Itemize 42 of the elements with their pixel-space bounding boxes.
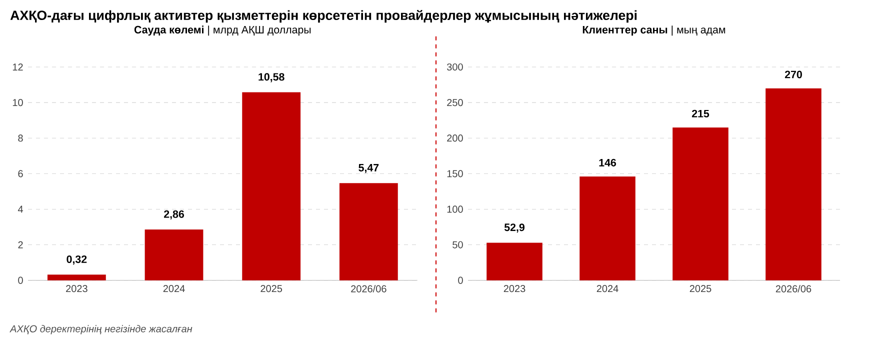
y-tick-label: 250 bbox=[447, 99, 463, 106]
x-tick-label: 2025 bbox=[260, 285, 282, 292]
y-tick-label: 12 bbox=[12, 64, 23, 70]
text: АХҚО деректерінің негізінде жасалған bbox=[10, 324, 192, 334]
x-tick-label: 2023 bbox=[504, 285, 526, 292]
bar bbox=[766, 88, 822, 280]
x-tick-label: 2024 bbox=[596, 285, 618, 292]
y-tick-label: 100 bbox=[447, 206, 463, 213]
bar bbox=[580, 176, 636, 280]
chart-subtitle: Клиенттер саны | мың адам bbox=[582, 26, 726, 36]
x-tick-label: 2024 bbox=[163, 285, 185, 292]
data-label: 146 bbox=[599, 158, 616, 166]
data-label: 10,58 bbox=[258, 73, 284, 82]
y-tick-label: 2 bbox=[18, 241, 23, 248]
bar bbox=[47, 274, 106, 280]
y-tick-label: 6 bbox=[18, 170, 23, 178]
x-tick-label: 2026/06 bbox=[776, 285, 812, 292]
bar bbox=[144, 229, 204, 280]
bar bbox=[339, 183, 398, 280]
bar bbox=[672, 127, 728, 280]
chart-subtitle: Сауда көлемі | млрд АҚШ доллары bbox=[134, 26, 311, 36]
y-tick-label: 10 bbox=[12, 99, 23, 106]
y-tick-label: 150 bbox=[447, 170, 463, 178]
data-label: 270 bbox=[784, 70, 802, 78]
y-tick-label: 50 bbox=[452, 241, 463, 248]
data-label: 5,47 bbox=[358, 164, 379, 174]
x-tick-label: 2025 bbox=[690, 285, 712, 292]
x-tick-label: 2023 bbox=[66, 285, 88, 292]
data-label: 0,32 bbox=[66, 255, 87, 265]
y-tick-label: 200 bbox=[447, 134, 463, 142]
y-tick-label: 8 bbox=[18, 134, 23, 142]
data-label: 52,9 bbox=[504, 224, 524, 233]
chart-title: АХҚО-дағы цифрлық активтер қызметтерін көрсететін провайдерлер жұмысының нәтижелері bbox=[10, 10, 637, 23]
bar bbox=[242, 92, 301, 280]
bar bbox=[486, 242, 542, 280]
y-tick-label: 0 bbox=[18, 276, 23, 284]
data-label: 2,86 bbox=[164, 210, 184, 220]
y-tick-label: 0 bbox=[458, 276, 463, 284]
y-tick-label: 4 bbox=[18, 206, 24, 213]
x-tick-label: 2026/06 bbox=[351, 285, 386, 292]
y-tick-label: 300 bbox=[446, 63, 463, 71]
data-label: 215 bbox=[692, 110, 710, 118]
